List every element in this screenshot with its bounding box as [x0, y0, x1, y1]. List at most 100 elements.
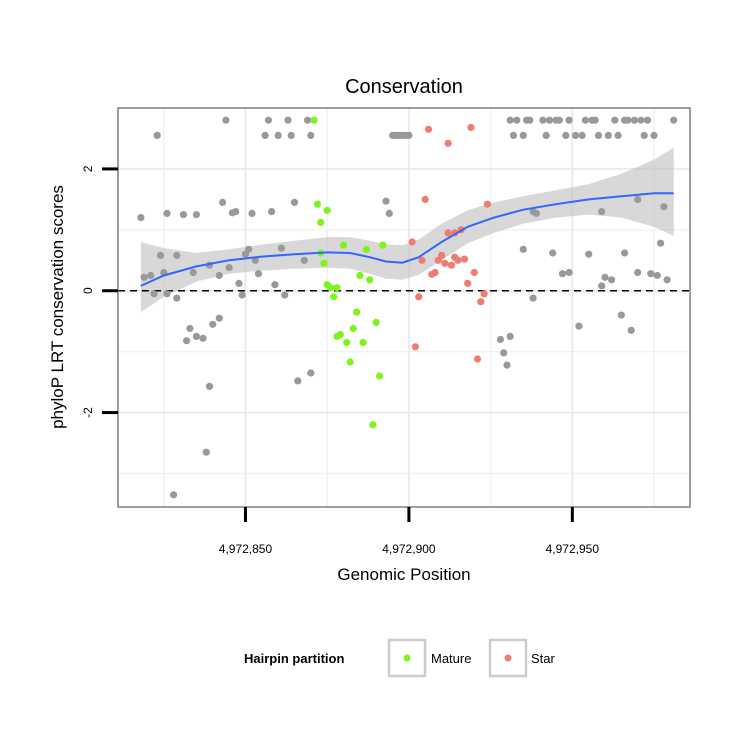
data-point-star: [418, 256, 426, 264]
data-point-other: [542, 131, 550, 139]
data-point-mature: [353, 308, 361, 316]
data-point-other: [173, 294, 181, 302]
data-point-star: [470, 268, 478, 277]
data-point-mature: [366, 276, 374, 284]
data-point-other: [287, 131, 295, 139]
data-point-other: [637, 116, 645, 124]
x-tick-label: 4,972,900: [382, 542, 436, 556]
loess-smooth-line: [140, 192, 674, 287]
data-point-other: [630, 116, 639, 124]
y-axis-title: phyloP LRT conservation scores: [48, 185, 67, 429]
data-point-other: [660, 203, 668, 211]
data-point-other: [601, 273, 609, 281]
legend-title: Hairpin partition: [244, 651, 344, 666]
data-point-other: [578, 131, 586, 139]
data-point-other: [238, 291, 246, 299]
data-point-other: [274, 131, 282, 139]
data-point-other: [137, 214, 145, 222]
y-axis: -2 0 2: [81, 165, 118, 418]
data-point-other: [307, 131, 315, 139]
data-point-other: [294, 377, 302, 385]
data-point-other: [290, 198, 299, 206]
x-tick-label: 4,972,950: [546, 542, 600, 556]
data-point-other: [235, 279, 243, 287]
data-point-other: [562, 131, 570, 139]
data-point-other: [205, 382, 214, 390]
data-point-other: [624, 116, 632, 124]
data-point-other: [500, 349, 508, 357]
data-point-other: [581, 116, 590, 124]
data-point-other: [140, 273, 148, 281]
legend-item-mature: Mature: [387, 638, 471, 678]
data-point-star: [415, 293, 423, 301]
legend-key-star: [488, 638, 528, 678]
data-point-mature: [375, 372, 384, 380]
data-point-other: [572, 131, 580, 139]
legend-label-star: Star: [531, 651, 556, 666]
series-other: [137, 116, 678, 499]
x-axis-title: Genomic Position: [337, 565, 470, 584]
data-point-other: [163, 290, 171, 298]
data-point-other: [519, 245, 527, 253]
data-point-other: [565, 268, 573, 277]
data-point-other: [199, 334, 207, 342]
data-point-star: [411, 343, 419, 351]
data-point-star: [444, 229, 452, 237]
data-point-other: [215, 314, 223, 322]
data-point-other: [248, 209, 256, 217]
x-tick-label: 4,972,850: [219, 542, 273, 556]
data-point-mature: [313, 200, 321, 208]
legend-dot-mature: [403, 654, 411, 662]
y-tick-label: 0: [81, 287, 95, 294]
data-point-other: [268, 208, 276, 216]
data-point-other: [634, 268, 642, 277]
data-point-other: [617, 311, 626, 319]
data-point-other: [192, 332, 200, 340]
data-point-other: [405, 131, 413, 139]
data-point-mature: [379, 241, 387, 249]
data-point-mature: [317, 218, 325, 227]
data-point-other: [300, 256, 308, 264]
data-point-other: [627, 326, 635, 334]
data-point-star: [431, 268, 439, 277]
points-layer: [137, 116, 678, 499]
data-point-other: [304, 116, 312, 124]
data-point-other: [254, 270, 263, 278]
data-point-other: [594, 131, 603, 139]
data-point-other: [209, 320, 217, 328]
data-point-mature: [326, 284, 335, 292]
data-point-other: [558, 270, 567, 278]
data-point-other: [261, 131, 269, 139]
data-point-other: [222, 116, 230, 124]
data-point-other: [575, 322, 583, 330]
data-point-other: [506, 116, 514, 124]
data-point-star: [441, 259, 449, 267]
series-star: [408, 123, 491, 363]
data-point-other: [526, 116, 534, 124]
chart-title: Conservation: [345, 76, 463, 98]
data-point-other: [608, 276, 616, 284]
data-point-other: [555, 116, 563, 124]
data-point-other: [264, 116, 272, 124]
data-point-star: [454, 256, 462, 264]
data-point-other: [382, 197, 390, 205]
data-point-other: [513, 116, 521, 124]
data-point-other: [539, 116, 547, 124]
data-point-other: [232, 208, 240, 216]
data-point-other: [219, 198, 227, 206]
data-point-star: [473, 355, 482, 363]
data-point-other: [653, 271, 661, 280]
data-point-other: [509, 131, 518, 139]
data-point-mature: [343, 338, 351, 347]
data-point-star: [408, 238, 416, 246]
data-point-mature: [359, 338, 367, 347]
data-point-star: [438, 251, 446, 259]
y-tick-label: 2: [81, 165, 95, 172]
data-point-other: [189, 268, 197, 277]
x-axis: 4,972,850 4,972,900 4,972,950: [219, 507, 600, 556]
data-point-other: [503, 361, 511, 369]
data-point-other: [170, 491, 178, 499]
data-point-other: [545, 116, 554, 124]
data-point-mature: [349, 324, 357, 333]
